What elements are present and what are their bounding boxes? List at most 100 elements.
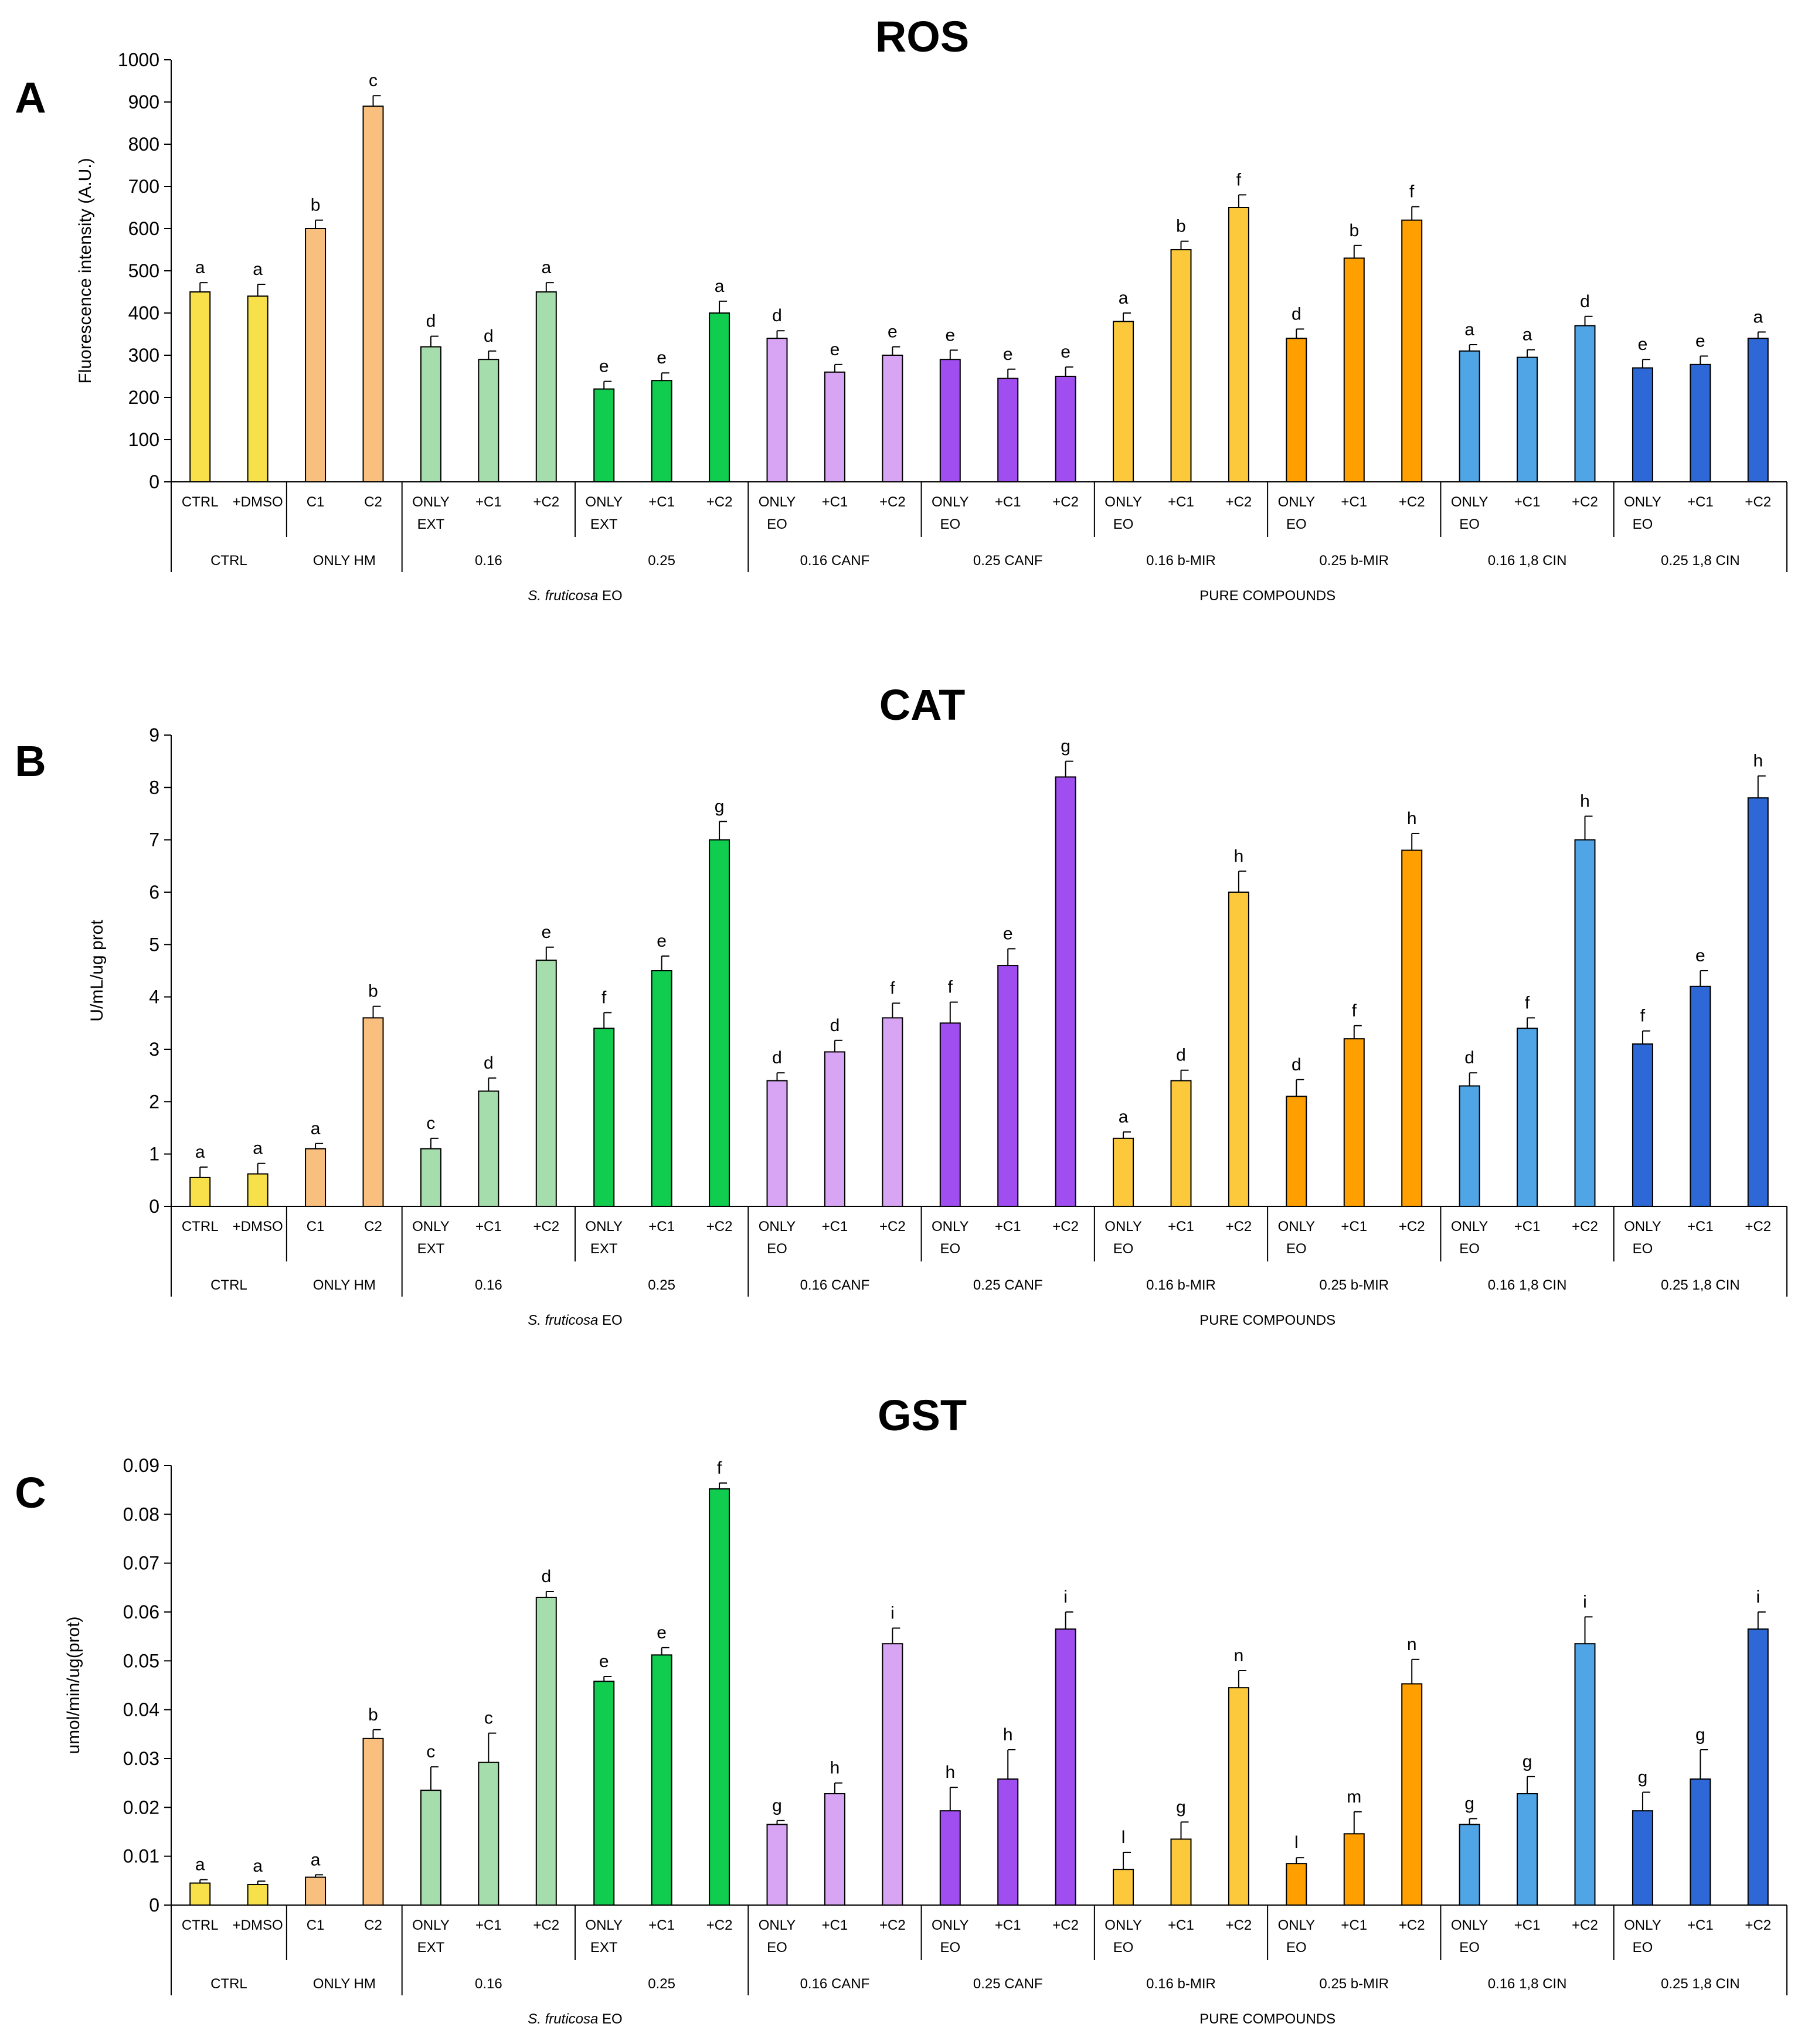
bar: [1459, 1085, 1480, 1207]
significance-letter: e: [1638, 335, 1648, 354]
bar: [651, 970, 672, 1207]
significance-letter: a: [1119, 1107, 1129, 1127]
bar: [305, 1148, 327, 1207]
significance-letter: h: [945, 1763, 955, 1782]
bar: [882, 1017, 903, 1208]
significance-letter: e: [1061, 342, 1070, 362]
bar: [1286, 338, 1307, 483]
bar: [1401, 1683, 1423, 1906]
significance-letter: e: [657, 348, 667, 368]
y-tick-label: 8: [149, 777, 159, 798]
bar: [1690, 1778, 1711, 1906]
significance-letter: i: [1583, 1592, 1587, 1611]
x-tick-label: +C2: [1745, 494, 1771, 510]
y-tick-label: 0: [149, 1895, 159, 1916]
y-tick-label: 7: [149, 829, 159, 851]
significance-letter: e: [945, 325, 955, 345]
bar: [997, 377, 1019, 482]
bar: [997, 965, 1019, 1207]
x-tick-label: +C2: [879, 1219, 906, 1234]
significance-letter: c: [369, 71, 378, 90]
x-tick-label: +C1: [1168, 1219, 1194, 1234]
bar: [651, 380, 672, 483]
significance-letter: h: [1234, 846, 1244, 866]
significance-letter: g: [1061, 737, 1070, 756]
x-tick-label: CTRL: [182, 1917, 219, 1933]
bar: [1228, 1687, 1249, 1906]
x-tick-label: EXT: [590, 1940, 618, 1955]
bar: [1401, 219, 1423, 482]
y-axis-label: U/mL/ug prot: [87, 920, 107, 1022]
bar: [1228, 892, 1249, 1207]
y-tick-label: 200: [128, 387, 159, 408]
x-tick-label: +C1: [822, 1917, 848, 1933]
group-label: 0.16 b-MIR: [1146, 1277, 1216, 1293]
y-tick-label: 1: [149, 1144, 159, 1165]
group-label: 0.25: [648, 1277, 675, 1293]
significance-letter: h: [830, 1759, 840, 1778]
x-tick-label: EO: [1459, 516, 1480, 532]
bar: [1574, 839, 1596, 1207]
group-label: 0.16 b-MIR: [1146, 553, 1216, 569]
x-tick-label: +C2: [706, 1219, 733, 1234]
x-tick-label: ONLY: [759, 1917, 796, 1933]
x-tick-label: +C1: [648, 1219, 675, 1234]
significance-letter: d: [541, 1567, 551, 1586]
bar: [420, 346, 441, 482]
significance-letter: b: [368, 982, 378, 1001]
bar: [1690, 363, 1711, 483]
bar: [593, 388, 615, 482]
significance-letter: l: [1121, 1828, 1126, 1847]
significance-letter: d: [1464, 1048, 1474, 1067]
x-tick-label: +C1: [475, 1917, 502, 1933]
significance-letter: f: [601, 988, 607, 1007]
significance-letter: f: [890, 978, 895, 998]
y-tick-label: 0.07: [123, 1553, 159, 1574]
significance-letter: g: [1176, 1797, 1186, 1817]
x-tick-label: EO: [940, 516, 960, 532]
supergroup-label: PURE COMPOUNDS: [1199, 588, 1335, 604]
chart-title: GST: [878, 1391, 967, 1440]
y-tick-label: 0.08: [123, 1504, 159, 1525]
x-tick-label: ONLY: [1451, 494, 1488, 510]
bar: [1632, 1043, 1653, 1207]
significance-letter: e: [657, 1623, 667, 1642]
group-label: 0.25 1,8 CIN: [1661, 1976, 1740, 1992]
significance-letter: d: [484, 327, 494, 346]
x-tick-label: EXT: [417, 516, 445, 532]
bar: [1170, 249, 1192, 482]
x-tick-label: ONLY: [1104, 1917, 1142, 1933]
y-tick-label: 300: [128, 345, 159, 366]
bar: [1113, 321, 1134, 483]
x-tick-label: EO: [940, 1241, 960, 1257]
bar: [189, 291, 211, 482]
x-tick-label: ONLY: [1624, 494, 1661, 510]
bar: [1632, 367, 1653, 482]
significance-letter: i: [891, 1604, 895, 1623]
significance-letter: h: [1580, 791, 1590, 811]
bar: [1055, 376, 1076, 482]
significance-letter: c: [426, 1742, 435, 1761]
bar: [1459, 350, 1480, 482]
y-axis-label: Fluorescence intensity (A.U.): [76, 158, 95, 383]
significance-letter: d: [772, 306, 782, 325]
significance-letter: a: [541, 258, 551, 277]
significance-letter: e: [830, 340, 840, 359]
significance-letter: g: [1464, 1794, 1474, 1814]
bar: [189, 1176, 211, 1208]
significance-letter: a: [1464, 320, 1474, 339]
x-tick-label: +C2: [1745, 1917, 1771, 1933]
x-tick-label: +C1: [1687, 1219, 1714, 1234]
significance-letter: a: [311, 1119, 321, 1138]
x-tick-label: +C2: [706, 1917, 733, 1933]
significance-letter: a: [1522, 325, 1532, 345]
group-label: 0.16: [475, 1277, 502, 1293]
x-tick-label: EXT: [590, 1241, 618, 1257]
bar: [651, 1654, 672, 1906]
bar: [189, 1882, 211, 1906]
y-tick-label: 400: [128, 302, 159, 324]
group-label: CTRL: [210, 553, 247, 569]
bar: [824, 1793, 845, 1906]
x-tick-label: +C1: [995, 1917, 1021, 1933]
group-label: 0.25 CANF: [973, 1277, 1043, 1293]
